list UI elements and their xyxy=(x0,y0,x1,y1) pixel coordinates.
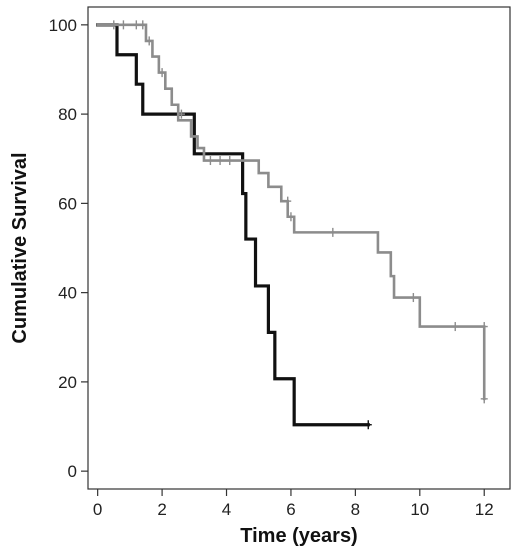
y-tick-label: 60 xyxy=(58,194,77,213)
x-tick-label: 12 xyxy=(475,500,494,519)
censor-mark xyxy=(284,196,292,206)
y-tick-label: 80 xyxy=(58,105,77,124)
censor-mark xyxy=(177,109,185,119)
censor-mark xyxy=(329,227,337,237)
censor-mark xyxy=(132,20,140,30)
x-tick-label: 0 xyxy=(93,500,102,519)
y-axis-title: Cumulative Survival xyxy=(9,152,31,343)
survival-curve-2 xyxy=(96,23,486,401)
censor-mark xyxy=(216,156,224,166)
y-tick-label: 20 xyxy=(58,373,77,392)
y-tick-label: 100 xyxy=(49,16,77,35)
x-axis-title: Time (years) xyxy=(240,525,357,547)
y-tick-label: 40 xyxy=(58,284,77,303)
censor-mark xyxy=(226,156,234,166)
x-tick-label: 10 xyxy=(410,500,429,519)
censor-mark xyxy=(206,156,214,166)
survival-curve-1 xyxy=(96,23,370,427)
x-tick-label: 8 xyxy=(351,500,360,519)
x-tick-label: 4 xyxy=(222,500,231,519)
y-tick-label: 0 xyxy=(68,462,77,481)
x-tick-label: 6 xyxy=(286,500,295,519)
series-layer xyxy=(96,20,488,430)
censor-mark xyxy=(364,420,372,430)
censor-mark xyxy=(119,20,127,30)
censor-mark xyxy=(110,20,118,30)
censor-mark xyxy=(451,322,459,332)
censor-mark xyxy=(480,322,488,332)
censor-mark xyxy=(287,212,295,222)
y-axis: 0 20 40 60 80 100 xyxy=(49,16,88,481)
x-tick-label: 2 xyxy=(157,500,166,519)
censor-mark xyxy=(480,394,488,404)
censor-mark xyxy=(158,68,166,78)
censor-mark xyxy=(409,293,417,303)
plot-frame xyxy=(87,6,511,490)
censor-mark xyxy=(139,20,147,30)
censor-mark xyxy=(145,36,153,46)
x-axis: 0 2 4 6 8 10 12 xyxy=(93,489,494,519)
